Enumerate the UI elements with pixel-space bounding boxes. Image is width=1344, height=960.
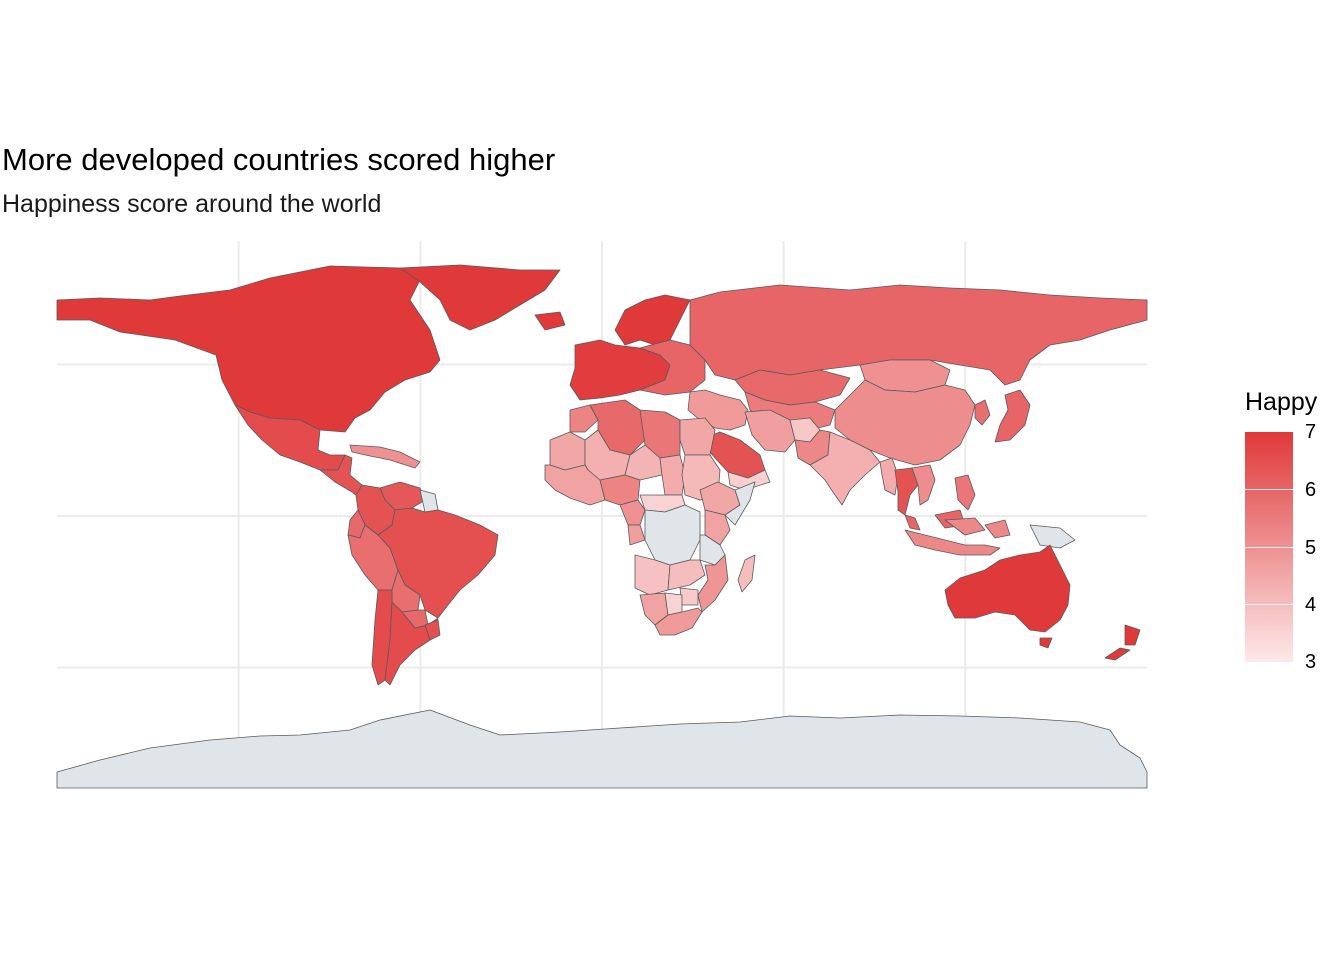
country-chad <box>659 454 686 496</box>
legend-tick <box>1245 547 1293 548</box>
country-madagascar <box>737 554 756 593</box>
legend-tick <box>1245 489 1293 490</box>
country-iran <box>744 409 796 453</box>
country-cameroon <box>619 499 646 526</box>
country-yemen <box>727 469 771 491</box>
country-korea <box>974 399 991 426</box>
country-japan <box>994 389 1031 443</box>
map-subtitle: Happiness score around the world <box>2 190 382 218</box>
country-morocco <box>569 404 599 433</box>
country-layer <box>56 264 1148 789</box>
country-caribbean <box>349 444 421 469</box>
legend-label-5: 5 <box>1305 537 1317 559</box>
country-iceland <box>534 311 566 331</box>
country-greenland <box>399 264 561 331</box>
legend-label-7: 7 <box>1305 421 1317 443</box>
country-botswana <box>664 592 683 616</box>
country-new-zealand <box>1104 624 1141 661</box>
country-zimbabwe <box>679 587 699 606</box>
country-indonesia <box>904 517 1011 556</box>
country-philippines <box>954 474 976 511</box>
country-myanmar <box>879 457 899 496</box>
legend-label-6: 6 <box>1305 479 1317 501</box>
country-mozambique <box>697 554 729 613</box>
country-mauritania <box>549 431 586 471</box>
legend-label-4: 4 <box>1305 594 1317 616</box>
country-north-america <box>56 265 441 433</box>
country-antarctica <box>56 709 1148 789</box>
country-argentina <box>384 601 439 686</box>
country-nigeria <box>599 474 641 506</box>
country-scandinavia <box>614 294 691 346</box>
country-vietnam <box>911 464 936 506</box>
country-egypt <box>679 417 716 456</box>
country-papua-new-guinea <box>1029 524 1076 549</box>
country-guyana <box>419 489 439 513</box>
legend-label-3: 3 <box>1305 651 1317 673</box>
legend-tick <box>1245 604 1293 605</box>
country-uruguay <box>424 619 441 641</box>
country-kenya <box>704 509 731 546</box>
country-zambia <box>667 559 706 591</box>
country-dr-congo <box>644 504 701 566</box>
country-australia <box>944 544 1071 649</box>
country-eastern-europe <box>639 339 706 396</box>
map-title: More developed countries scored higher <box>2 142 556 177</box>
legend-title: Happy <box>1245 388 1318 416</box>
country-somalia <box>724 481 756 526</box>
country-india <box>809 431 881 506</box>
country-gabon <box>627 524 646 546</box>
country-south-africa <box>654 607 703 636</box>
